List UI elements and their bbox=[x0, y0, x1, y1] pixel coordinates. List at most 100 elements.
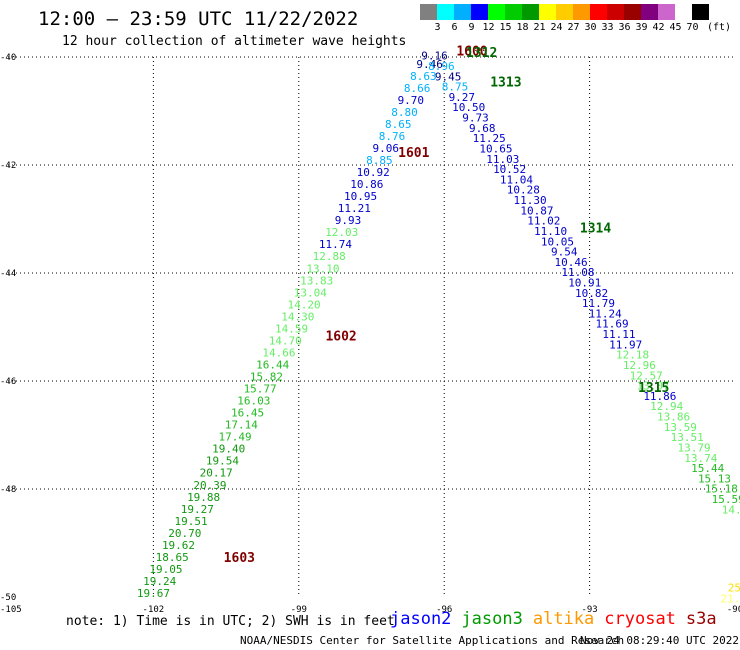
wave-height-value: 19.88 bbox=[187, 491, 220, 504]
longitude-tick-label: -93 bbox=[581, 605, 597, 615]
longitude-tick-label: -96 bbox=[436, 605, 452, 615]
latitude-tick-label: -48 bbox=[0, 485, 16, 495]
color-scale-label: 18 bbox=[516, 22, 529, 33]
wave-height-value: 11.79 bbox=[582, 297, 615, 310]
wave-height-value: 13.04 bbox=[294, 286, 327, 299]
color-scale-label: 6 bbox=[451, 22, 458, 33]
wave-height-value: 13.59 bbox=[664, 421, 697, 434]
wave-height-value: 14.20 bbox=[288, 298, 321, 311]
wave-height-value: 9.16 bbox=[421, 50, 448, 63]
wave-height-value: 11.10 bbox=[534, 225, 567, 238]
wave-height-value: 9.27 bbox=[449, 91, 476, 104]
wave-height-value: 14.0 bbox=[722, 503, 740, 516]
wave-height-value: 9.70 bbox=[398, 94, 425, 107]
wave-height-value: 19.54 bbox=[206, 455, 239, 468]
wave-height-value: 9.73 bbox=[462, 112, 489, 125]
wave-height-value: 10.05 bbox=[541, 235, 574, 248]
color-swatch bbox=[607, 4, 624, 20]
wave-height-value: 13.74 bbox=[684, 452, 717, 465]
satellite-legend: jason2 jason3 altika cryosat s3a bbox=[390, 609, 727, 629]
wave-height-value: 11.11 bbox=[602, 328, 635, 341]
wave-height-value: 12.94 bbox=[650, 400, 683, 413]
color-swatch bbox=[420, 4, 437, 20]
wave-height-value: 11.04 bbox=[500, 173, 533, 186]
color-scale-label: 33 bbox=[601, 22, 614, 33]
longitude-tick-label: -90 bbox=[727, 605, 740, 615]
color-swatch bbox=[692, 4, 709, 20]
wave-height-value: 12.88 bbox=[313, 250, 346, 263]
wave-height-value: 12.18 bbox=[616, 349, 649, 362]
satellite-legend-item: jason3 bbox=[461, 609, 523, 629]
wave-height-value: 8.65 bbox=[385, 118, 412, 131]
wave-height-value: 8.75 bbox=[442, 81, 469, 94]
latitude-tick-label: -40 bbox=[0, 53, 16, 63]
wave-height-value: 12.03 bbox=[325, 226, 358, 239]
wave-height-value: 10.91 bbox=[568, 277, 601, 290]
wave-height-value: 11.25 bbox=[473, 132, 506, 145]
wave-height-value: 10.52 bbox=[493, 163, 526, 176]
time-label: 1312 bbox=[466, 46, 497, 61]
wave-height-value: 14.30 bbox=[281, 310, 314, 323]
wave-height-value: 11.30 bbox=[514, 194, 547, 207]
color-swatch bbox=[658, 4, 675, 20]
wave-height-value: 10.50 bbox=[452, 101, 485, 114]
color-swatch bbox=[675, 4, 692, 20]
wave-height-value: 15.77 bbox=[244, 383, 277, 396]
wave-height-value: 10.82 bbox=[575, 287, 608, 300]
wave-height-value: 13.79 bbox=[677, 441, 710, 454]
color-scale-label: 24 bbox=[550, 22, 563, 33]
wave-height-value: 19.67 bbox=[137, 587, 170, 600]
wave-height-value: 12.57 bbox=[630, 369, 663, 382]
wave-height-value: 11.97 bbox=[609, 338, 642, 351]
wave-height-value: 20.39 bbox=[193, 479, 226, 492]
wave-height-value: 16.03 bbox=[237, 395, 270, 408]
wave-height-value: 15.44 bbox=[691, 462, 724, 475]
wave-height-value: 13.86 bbox=[657, 411, 690, 424]
time-label: 1601 bbox=[398, 146, 429, 161]
wave-height-value: 19.62 bbox=[162, 539, 195, 552]
wave-height-value: 8.63 bbox=[410, 70, 437, 83]
color-swatch bbox=[624, 4, 641, 20]
wave-height-value: 11.02 bbox=[527, 215, 560, 228]
wave-height-value: 8.85 bbox=[366, 154, 393, 167]
color-scale-label: 9 bbox=[468, 22, 475, 33]
color-swatch bbox=[573, 4, 590, 20]
color-swatch bbox=[522, 4, 539, 20]
color-scale-label: 45 bbox=[669, 22, 682, 33]
color-scale-label: 15 bbox=[499, 22, 512, 33]
wave-height-value: 8.80 bbox=[391, 106, 418, 119]
map-title: 12:00 – 23:59 UTC 11/22/2022 bbox=[38, 8, 359, 30]
wave-height-value: 19.05 bbox=[149, 563, 182, 576]
wave-height-value: 25 bbox=[728, 582, 740, 595]
wave-height-value: 8.96 bbox=[428, 60, 455, 73]
wave-height-value: 10.95 bbox=[344, 190, 377, 203]
wave-height-value: 15.59 bbox=[712, 493, 740, 506]
wave-height-value: 19.27 bbox=[181, 503, 214, 516]
wave-height-value: 10.92 bbox=[357, 166, 390, 179]
wave-height-value: 15.13 bbox=[698, 472, 731, 485]
wave-height-value: 11.74 bbox=[319, 238, 352, 251]
wave-height-value: 13.51 bbox=[671, 431, 704, 444]
satellite-legend-item: jason2 bbox=[390, 609, 452, 629]
time-label: 1314 bbox=[580, 222, 611, 237]
wave-height-value: 14.66 bbox=[262, 346, 295, 359]
satellite-legend-item: cryosat bbox=[604, 609, 676, 629]
wave-height-value: 13.83 bbox=[300, 274, 333, 287]
color-scale-label: 36 bbox=[618, 22, 631, 33]
wave-height-value: 15.82 bbox=[250, 371, 283, 384]
wave-height-value: 10.87 bbox=[520, 204, 553, 217]
wave-height-value: 17.14 bbox=[225, 419, 258, 432]
color-scale-label: 3 bbox=[434, 22, 441, 33]
wave-height-value: 13.07 bbox=[636, 380, 669, 393]
wave-height-value: 20.70 bbox=[168, 527, 201, 540]
wave-height-value: 14.70 bbox=[269, 334, 302, 347]
color-swatch bbox=[505, 4, 522, 20]
wave-height-value: 20.17 bbox=[200, 467, 233, 480]
wave-height-value: 15.18 bbox=[705, 483, 738, 496]
wave-height-value: 11.86 bbox=[643, 390, 676, 403]
color-scale-label: 42 bbox=[652, 22, 665, 33]
color-scale-label: 39 bbox=[635, 22, 648, 33]
wave-height-value: 9.45 bbox=[435, 70, 462, 83]
wave-height-value: 8.66 bbox=[404, 82, 431, 95]
